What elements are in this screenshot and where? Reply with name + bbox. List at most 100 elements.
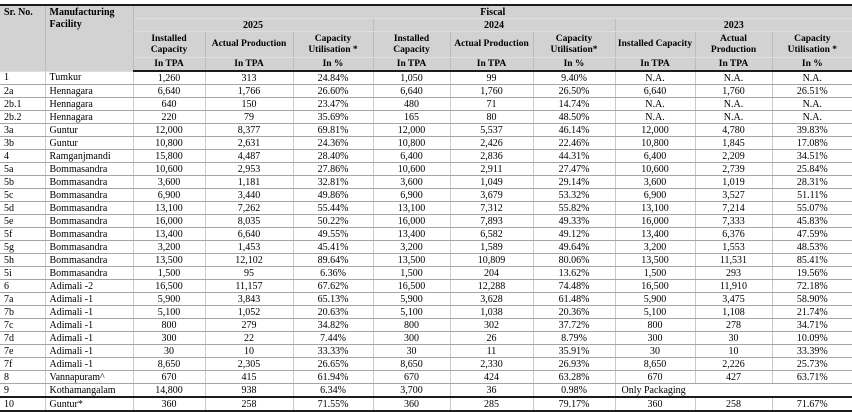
unit-header: In TPA [614, 57, 696, 72]
cell-value: 48.53% [771, 240, 852, 254]
cell-facility: Tumkur [44, 71, 134, 85]
cell-value: 45.83% [771, 214, 852, 228]
table-row: 7c Adimali -1 800 279 34.82% 800 302 37.72% 800 2… [0, 318, 852, 332]
cell-value: 14.74% [532, 97, 616, 111]
cell-value: 1,052 [204, 305, 294, 319]
cell-sr-no: 7f [0, 357, 46, 371]
cell-sr-no: 5f [0, 227, 46, 241]
cell-value: 34.82% [292, 318, 374, 332]
cell-value: 8,650 [614, 357, 696, 371]
cell-value: 4,780 [694, 123, 773, 137]
cell-value: 6,376 [694, 227, 773, 241]
measure-header: Installed Capacity [133, 31, 206, 58]
table-row: 2b.2 Hennagara 220 79 35.69% 165 80 48.50% N.A. N… [0, 110, 852, 124]
cell-sr-no: 2b.2 [0, 110, 46, 124]
year-header-2024: 2024 [372, 18, 616, 32]
cell-value: 1,500 [372, 266, 451, 280]
cell-value: 61.94% [292, 370, 374, 384]
cell-value: 313 [204, 71, 294, 85]
cell-value: 53.32% [532, 188, 616, 202]
cell-value: 6.34% [292, 383, 374, 398]
cell-value: 300 [614, 331, 696, 345]
cell-sr-no: 9 [0, 383, 46, 398]
cell-sr-no: 2a [0, 84, 46, 98]
cell-value: 49.55% [292, 227, 374, 241]
cell-value: 7,312 [449, 201, 534, 215]
cell-value: 5,900 [372, 292, 451, 306]
cell-value: 800 [132, 318, 206, 332]
cell-value: 1,050 [372, 71, 451, 85]
cell-note: Only Packaging [614, 383, 852, 398]
cell-value: 1,038 [449, 305, 534, 319]
cell-value: 6,400 [372, 149, 451, 163]
cell-value: 28.40% [292, 149, 374, 163]
cell-sr-no: 3a [0, 123, 46, 137]
cell-value: 279 [204, 318, 294, 332]
cell-facility: Bommasandra [44, 253, 134, 267]
cell-value: 12,102 [204, 253, 294, 267]
table-row: 2a Hennagara 6,640 1,766 26.60% 6,640 1,760 26.… [0, 84, 852, 98]
cell-sr-no: 7d [0, 331, 46, 345]
measure-header: Actual Production [204, 31, 294, 58]
cell-value: 8,035 [204, 214, 294, 228]
cell-facility: Ramganjmandi [44, 149, 134, 163]
cell-value: 47.59% [771, 227, 852, 241]
measure-header: Actual Production [449, 31, 534, 58]
cell-value: 300 [132, 331, 206, 345]
table-body: 1 Tumkur 1,260 313 24.84% 1,050 99 9.40% N.A. N.A… [0, 71, 852, 412]
cell-value: 30 [614, 344, 696, 358]
cell-value: 51.11% [771, 188, 852, 202]
cell-value: 74.48% [532, 279, 616, 293]
cell-facility: Adimali -1 [44, 292, 134, 306]
cell-value: 39.83% [771, 123, 852, 137]
cell-value: 49.64% [532, 240, 616, 254]
cell-sr-no: 5e [0, 214, 46, 228]
cell-value: 1,453 [204, 240, 294, 254]
measure-header: Capacity Utilisation* [532, 31, 616, 58]
cell-value: 3,700 [372, 383, 451, 398]
cell-value: 480 [372, 97, 451, 111]
cell-value: 63.71% [771, 370, 852, 384]
cell-value: 72.18% [771, 279, 852, 293]
cell-facility: Kothamangalam [44, 383, 134, 398]
cell-facility: Bommasandra [44, 266, 134, 280]
measure-header: Actual Production [694, 31, 773, 58]
cell-value: 278 [694, 318, 773, 332]
cell-value: 34.51% [771, 149, 852, 163]
cell-value: 800 [372, 318, 451, 332]
table-row: 10 Guntur* 360 258 71.55% 360 285 79.17% 360 258 7… [0, 396, 852, 412]
cell-value: 6,900 [132, 188, 206, 202]
table-header: Sr. No. Manufacturing Facility Fiscal 20… [0, 4, 852, 72]
cell-value: 17.08% [771, 136, 852, 150]
table-row: 5b Bommasandra 3,600 1,181 32.81% 3,600 1,049 2… [0, 175, 852, 189]
cell-value: 27.86% [292, 162, 374, 176]
cell-value: 2,836 [449, 149, 534, 163]
cell-value: 0.98% [532, 383, 616, 398]
cell-value: 30 [694, 331, 773, 345]
cell-value: 3,600 [614, 175, 696, 189]
cell-value: 2,953 [204, 162, 294, 176]
cell-facility: Guntur [44, 123, 134, 137]
cell-sr-no: 5b [0, 175, 46, 189]
cell-value: 13,100 [132, 201, 206, 215]
cell-value: 1,500 [132, 266, 206, 280]
cell-value: N.A. [694, 71, 773, 85]
cell-value: 50.22% [292, 214, 374, 228]
cell-sr-no: 1 [0, 71, 46, 85]
cell-value: 11,157 [204, 279, 294, 293]
table-row: 5i Bommasandra 1,500 95 6.36% 1,500 204 13.62% 1… [0, 266, 852, 280]
cell-sr-no: 5d [0, 201, 46, 215]
cell-value: 10,800 [132, 136, 206, 150]
cell-value: 3,679 [449, 188, 534, 202]
cell-value: 5,900 [614, 292, 696, 306]
cell-value: 5,100 [614, 305, 696, 319]
cell-value: 3,475 [694, 292, 773, 306]
cell-value: 7.44% [292, 331, 374, 345]
cell-value: 2,209 [694, 149, 773, 163]
cell-value: 10,600 [614, 162, 696, 176]
cell-facility: Hennagara [44, 84, 134, 98]
cell-value: 35.91% [532, 344, 616, 358]
cell-value: 2,426 [449, 136, 534, 150]
cell-value: 640 [132, 97, 206, 111]
cell-value: 150 [204, 97, 294, 111]
